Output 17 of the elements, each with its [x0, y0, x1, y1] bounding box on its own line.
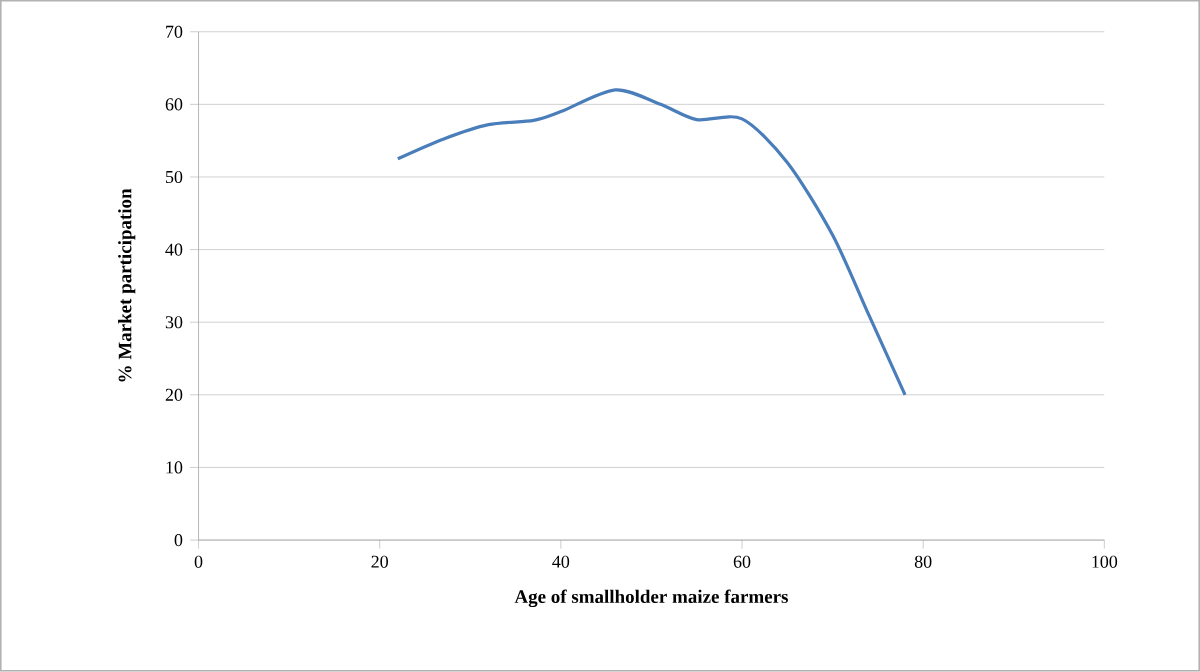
y-tick-label: 20: [165, 388, 183, 402]
x-tick-label: 20: [371, 555, 388, 568]
line-series: [396, 88, 907, 397]
x-axis-title: Age of smallholder maize farmers: [514, 589, 788, 608]
y-tick-label: 0: [174, 534, 183, 547]
x-tick-label: 0: [194, 555, 203, 568]
x-tick-label: 100: [1092, 555, 1118, 568]
x-tick-label: 80: [914, 555, 932, 568]
x-tick-label: 60: [733, 555, 751, 568]
y-axis-title: % Market participation: [118, 188, 136, 382]
y-tick-label: 70: [166, 25, 183, 38]
y-tick-label: 10: [166, 461, 183, 474]
x-tick-label: 40: [552, 555, 570, 568]
y-tick-label: 40: [165, 243, 183, 256]
y-tick-label: 30: [165, 316, 183, 329]
y-tick-label: 50: [166, 171, 183, 184]
y-tick-label: 60: [165, 98, 183, 111]
